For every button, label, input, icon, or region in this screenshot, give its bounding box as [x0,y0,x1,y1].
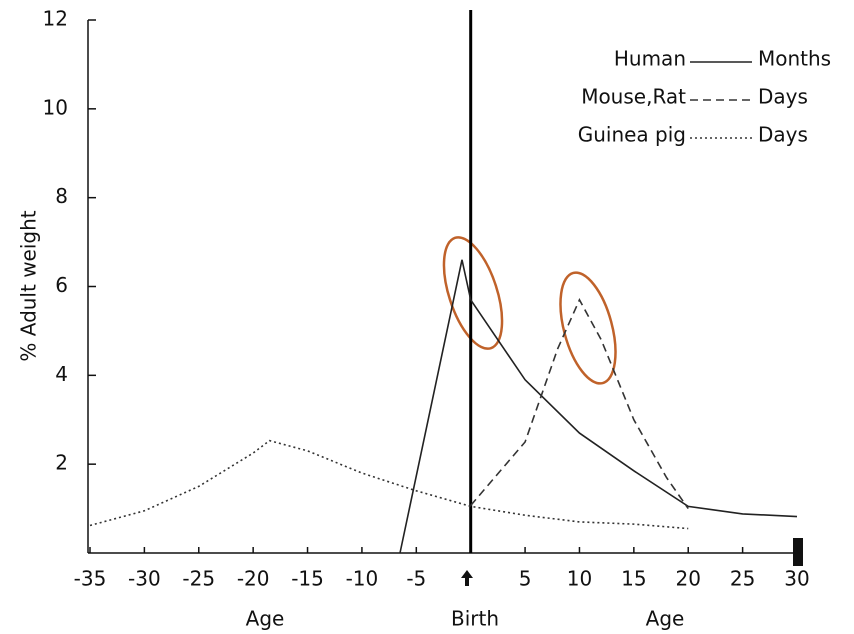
x-tick-label: 5 [519,567,532,591]
y-tick-label: 12 [43,7,68,31]
y-tick-label: 4 [55,362,68,386]
axis-end-marker [793,538,803,566]
x-tick-label: 25 [730,567,755,591]
series-line [90,441,688,529]
series-line [471,300,689,509]
legend-unit: Months [758,47,831,71]
series-line [400,260,797,553]
x-tick-label: -25 [182,567,215,591]
chart: % Adult weight 2 4 6 8 10 12 -35 -30 -25 -20 -15 -1… [0,0,854,634]
y-axis-label: % Adult weight [17,210,41,361]
y-tick-label: 10 [43,95,68,119]
highlight-ellipse [432,230,513,355]
legend-unit: Days [758,85,808,109]
x-tick-label: 15 [621,567,646,591]
birth-arrow [461,570,473,586]
x-tick-label: -5 [406,567,426,591]
x-tick-label: -20 [237,567,270,591]
x-tick-label: -30 [128,567,161,591]
x-axis-label: Birth [451,607,499,631]
legend-label: Guinea pig [578,123,686,147]
legend-unit: Days [758,123,808,147]
x-tick-label: -35 [74,567,107,591]
x-tick-label: 30 [784,567,809,591]
x-axis-label: Age [646,607,685,631]
x-tick-label: -15 [291,567,324,591]
x-tick-label: 10 [567,567,592,591]
y-tick-label: 8 [55,184,68,208]
x-tick-label: -10 [346,567,379,591]
legend-label: Mouse,Rat [581,85,686,109]
y-tick-label: 6 [55,273,68,297]
legend-label: Human [614,47,686,71]
x-tick-label: 20 [676,567,701,591]
y-tick-label: 2 [55,451,68,475]
x-axis-label: Age [246,607,285,631]
